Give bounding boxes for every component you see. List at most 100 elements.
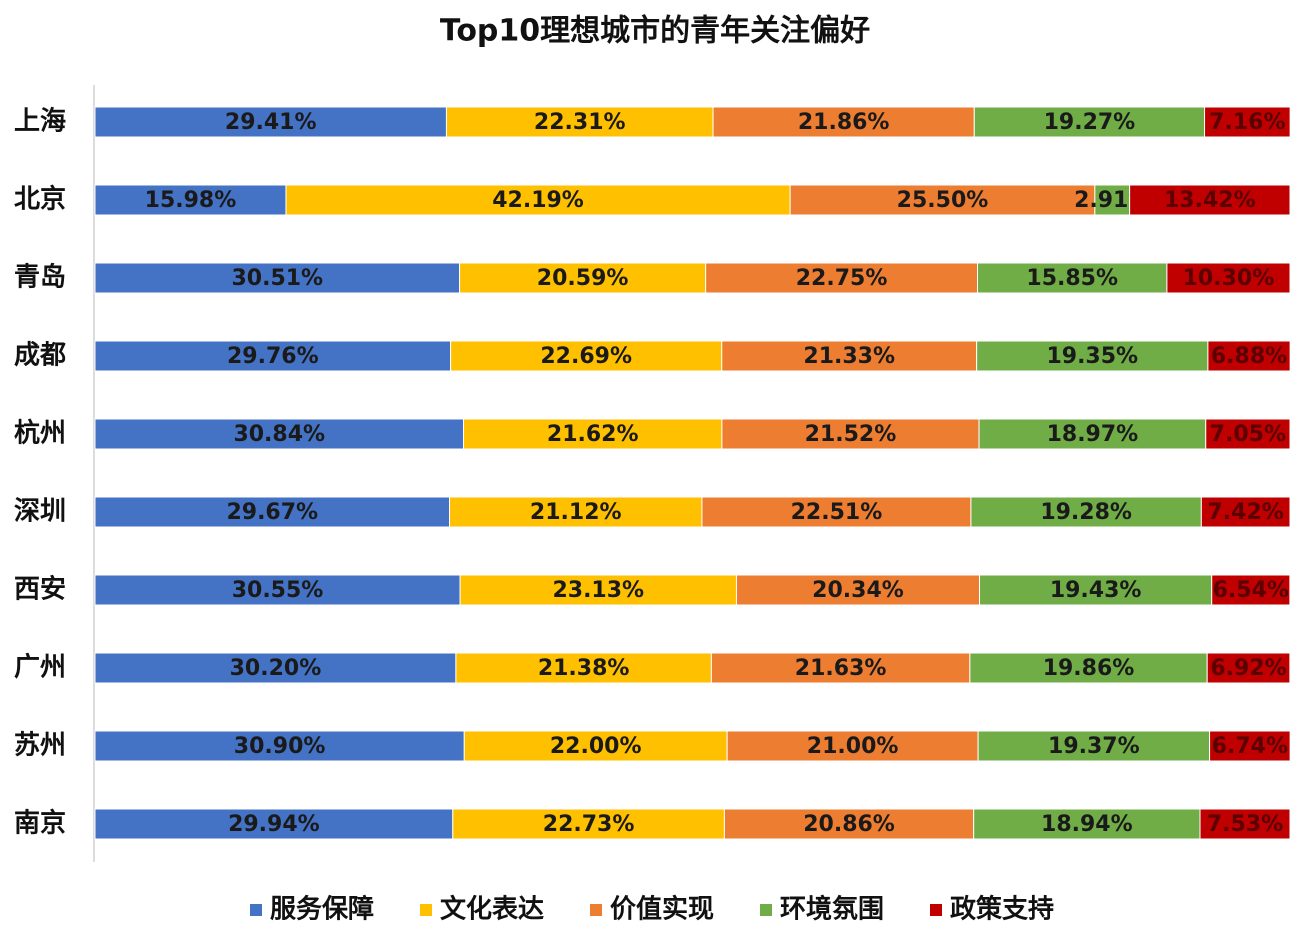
y-tick-label: 深圳 <box>14 497 66 527</box>
data-label: 42.19% <box>492 188 584 213</box>
bar-segment <box>1207 340 1291 372</box>
bar-segment <box>712 106 975 138</box>
bar-segment <box>445 106 714 138</box>
data-label: 30.55% <box>232 578 324 603</box>
data-label: 19.37% <box>1048 734 1140 759</box>
bar-segment <box>94 184 287 216</box>
legend-label: 环境氛围 <box>780 894 884 925</box>
data-label: 30.90% <box>234 734 326 759</box>
y-tick-label: 成都 <box>14 341 66 371</box>
data-label: 6.54% <box>1213 578 1289 603</box>
data-label: 6.74% <box>1212 734 1288 759</box>
bar-segment <box>710 652 971 684</box>
y-tick-label: 北京 <box>14 184 66 215</box>
bar-segment <box>1199 808 1291 840</box>
legend-label: 政策支持 <box>950 894 1054 925</box>
bar-segment <box>459 262 707 294</box>
legend-swatch <box>590 904 602 916</box>
bar-segment <box>976 340 1209 372</box>
bar-segment <box>449 496 703 528</box>
data-label: 7.16% <box>1209 110 1285 135</box>
legend-label: 服务保障 <box>270 894 374 925</box>
bar-segment <box>1205 418 1291 450</box>
data-label: 29.67% <box>226 500 318 525</box>
data-label: 21.86% <box>798 110 890 135</box>
data-label: 7.42% <box>1208 500 1284 525</box>
data-label: 21.63% <box>795 656 887 681</box>
y-tick-label: 苏州 <box>14 731 66 761</box>
data-label: 18.94% <box>1041 812 1133 837</box>
data-label: 6.88% <box>1211 344 1287 369</box>
bar-segment <box>94 730 465 762</box>
data-label: 7.05% <box>1210 422 1286 447</box>
y-tick-label: 广州 <box>14 653 66 683</box>
data-label: 21.38% <box>538 656 630 681</box>
data-label: 30.84% <box>233 422 325 447</box>
data-label: 22.51% <box>791 500 883 525</box>
data-label: 21.12% <box>530 500 622 525</box>
bar-segment <box>977 262 1168 294</box>
legend-swatch <box>420 904 432 916</box>
data-label: 19.28% <box>1040 500 1132 525</box>
data-label: 22.00% <box>550 734 642 759</box>
bar-segment <box>463 418 723 450</box>
data-label: 30.20% <box>230 656 322 681</box>
bar-segment <box>94 652 457 684</box>
bar-segment <box>977 730 1211 762</box>
bar-segment <box>1204 106 1291 138</box>
data-label: 20.86% <box>803 812 895 837</box>
bar-segment <box>970 496 1202 528</box>
bar-segment <box>1129 184 1291 216</box>
bar-segment <box>705 262 979 294</box>
data-label: 30.51% <box>231 266 323 291</box>
data-label: 25.50% <box>897 188 989 213</box>
data-label: 20.34% <box>812 578 904 603</box>
bar-segment <box>723 808 975 840</box>
bar-segment <box>463 730 728 762</box>
bar-segment <box>1200 496 1291 528</box>
bar-segment <box>1206 652 1291 684</box>
data-label: 29.94% <box>228 812 320 837</box>
y-tick-label: 南京 <box>14 808 66 839</box>
y-tick-label: 青岛 <box>14 262 66 293</box>
data-label: 29.41% <box>225 110 317 135</box>
legend-label: 价值实现 <box>610 894 714 925</box>
legend-label: 文化表达 <box>440 894 544 925</box>
bar-segment <box>701 496 972 528</box>
data-label: 22.75% <box>796 266 888 291</box>
bar-segment <box>1211 574 1291 606</box>
legend-swatch <box>250 904 262 916</box>
bar-segment <box>455 652 712 684</box>
data-label: 22.69% <box>540 344 632 369</box>
bar-segment <box>721 340 978 372</box>
y-tick-label: 杭州 <box>14 418 66 449</box>
data-label: 22.31% <box>534 110 626 135</box>
bar-segment <box>978 418 1207 450</box>
bar-segment <box>94 496 451 528</box>
data-label: 19.43% <box>1050 578 1142 603</box>
bar-segment <box>94 262 461 294</box>
y-tick-label: 上海 <box>14 107 66 137</box>
data-label: 22.73% <box>543 812 635 837</box>
bar-segment <box>94 574 461 606</box>
data-label: 19.35% <box>1046 344 1138 369</box>
bar-segment <box>726 730 979 762</box>
bar-segment <box>979 574 1213 606</box>
bar-segment <box>452 808 725 840</box>
bar-segment <box>1166 262 1291 294</box>
data-label: 10.30% <box>1183 266 1275 291</box>
bar-segment <box>1094 184 1131 216</box>
data-label: 21.52% <box>805 422 897 447</box>
data-label: 7.53% <box>1207 812 1283 837</box>
bar-segment <box>973 808 1201 840</box>
bar-segment <box>459 574 737 606</box>
bar-segment <box>969 652 1208 684</box>
data-label: 15.98% <box>145 188 237 213</box>
data-label: 19.27% <box>1044 110 1136 135</box>
data-label: 23.13% <box>552 578 644 603</box>
data-label: 13.42% <box>1164 188 1256 213</box>
chart-title: Top10理想城市的青年关注偏好 <box>440 14 870 49</box>
bar-segment <box>1209 730 1291 762</box>
